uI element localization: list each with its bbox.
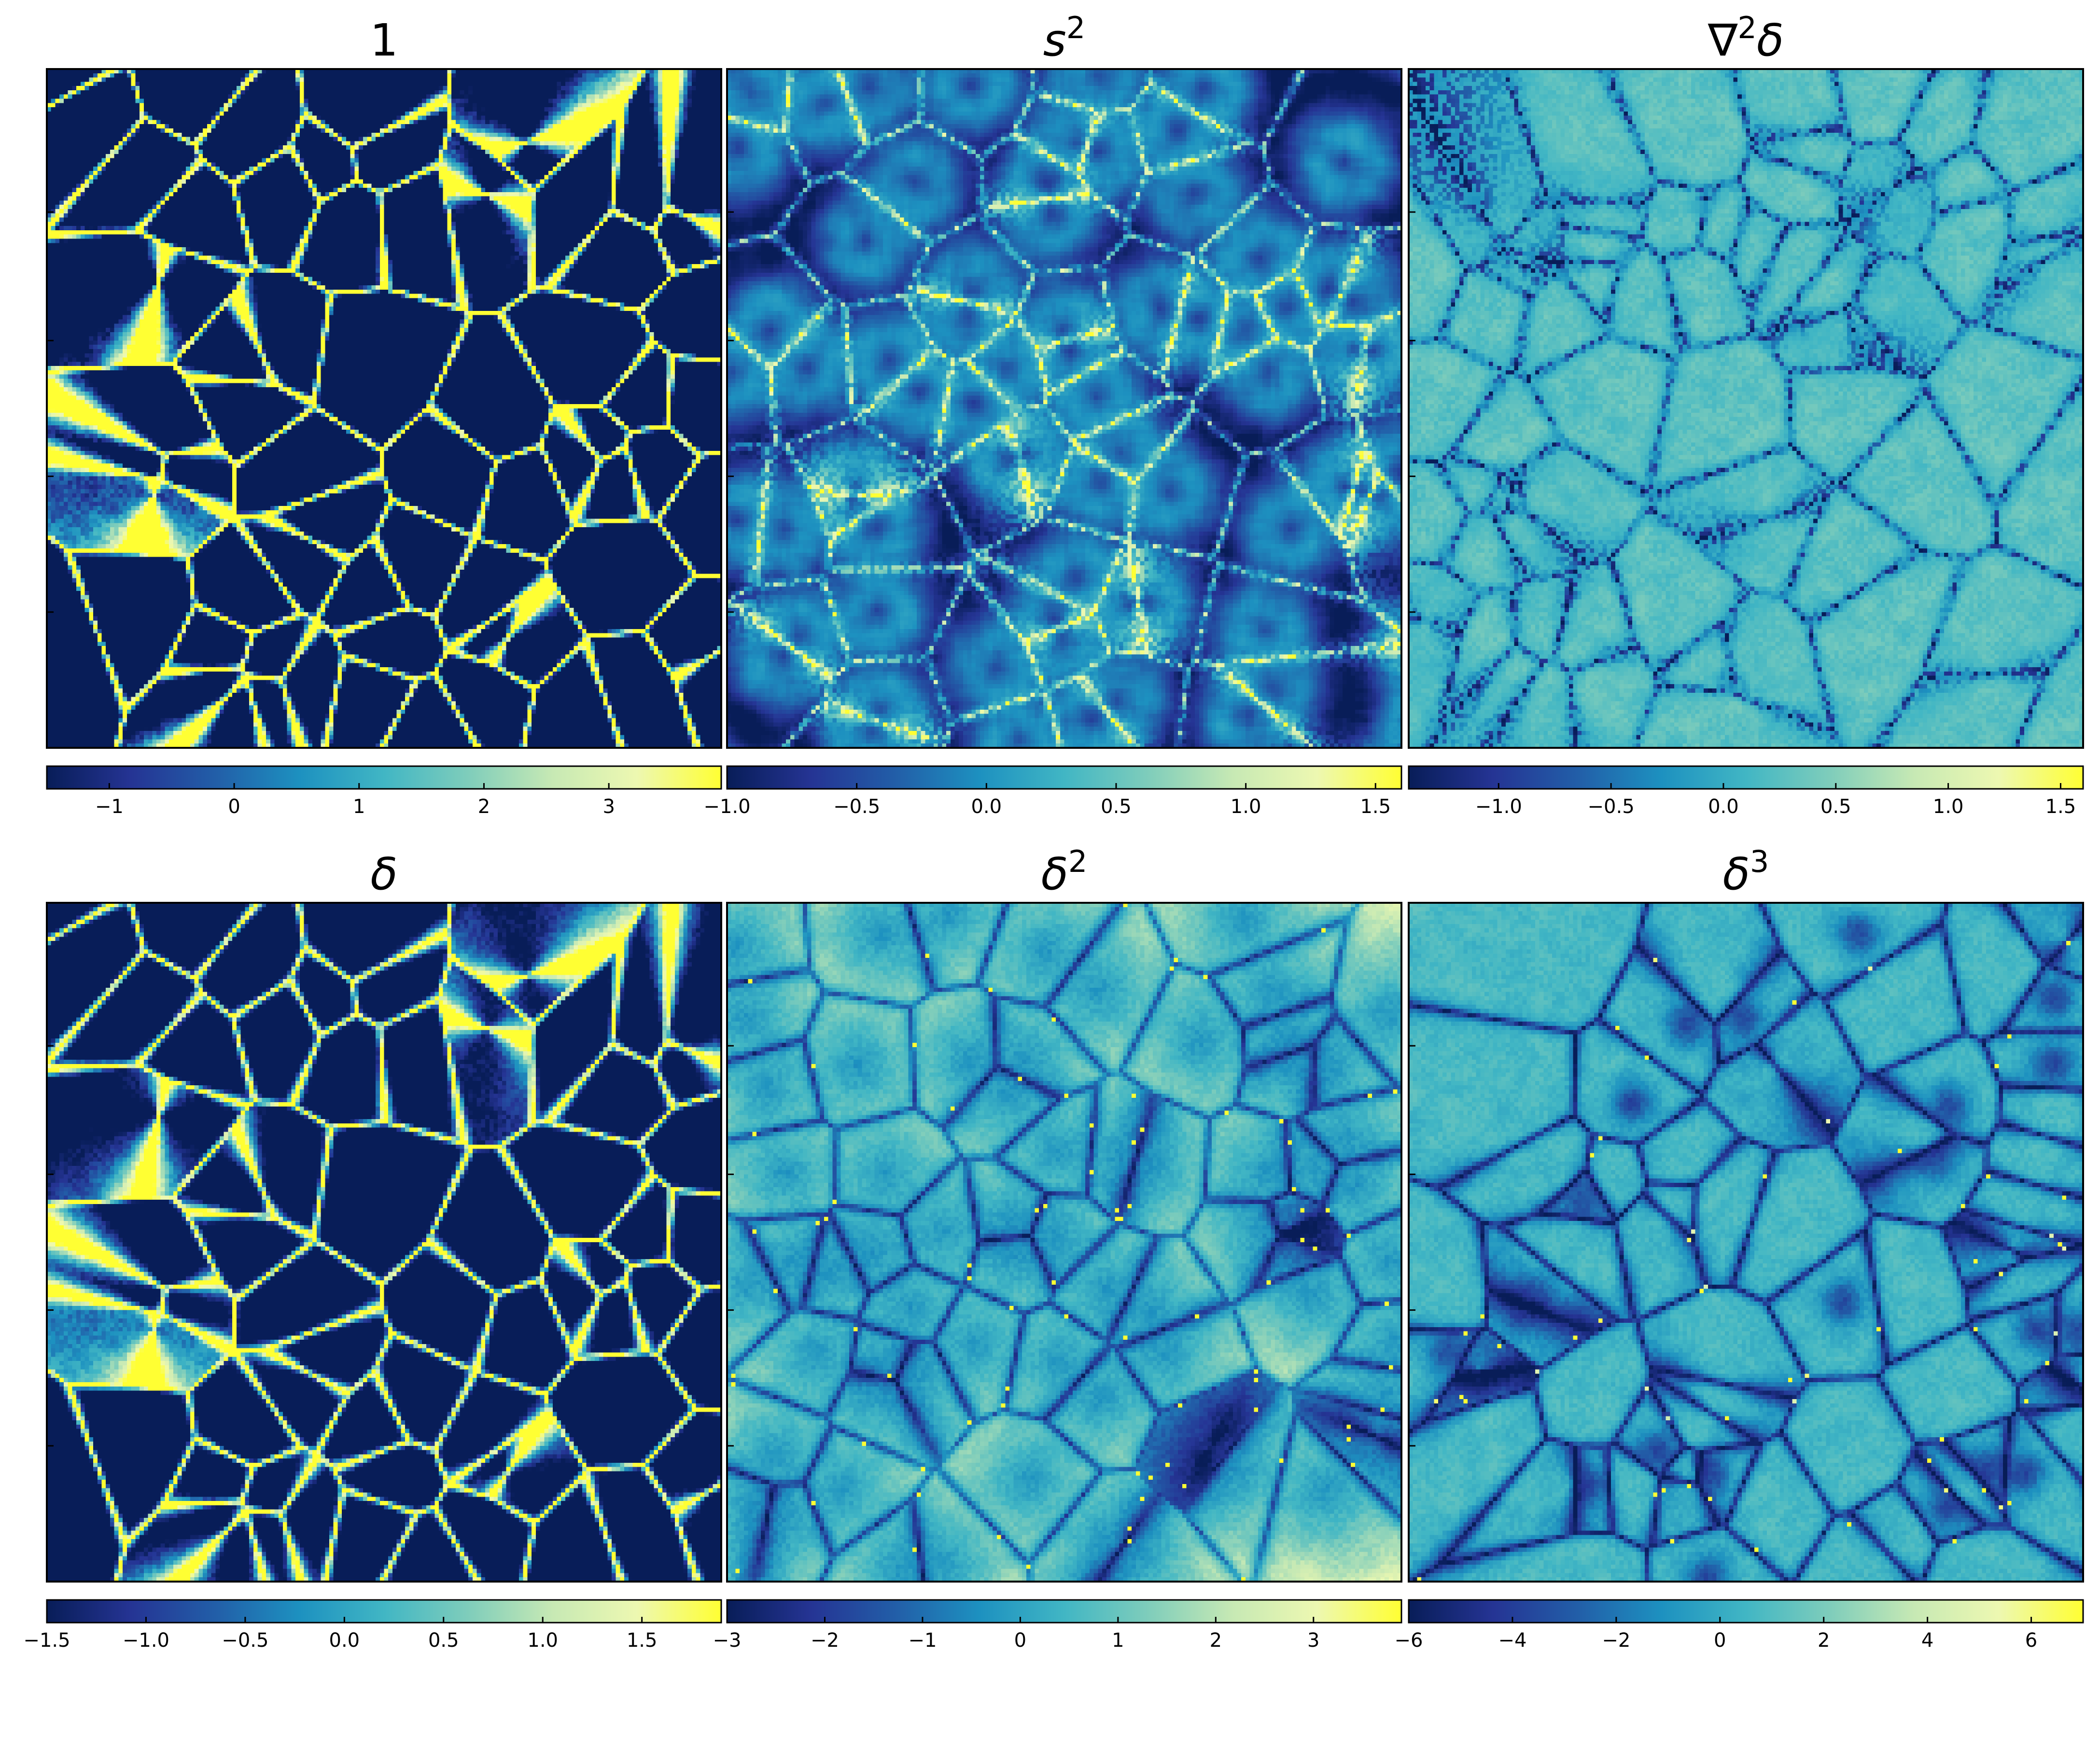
colorbar-frame bbox=[726, 1599, 1402, 1624]
colorbar-frame bbox=[46, 1599, 722, 1624]
colorbar-tick-label: −1 bbox=[908, 1629, 937, 1652]
colorbar-gradient bbox=[47, 766, 721, 789]
colorbar-tick-label: −1 bbox=[95, 796, 124, 818]
colorbar-tick-label: 1 bbox=[1112, 1629, 1124, 1652]
colorbar-gradient bbox=[727, 1600, 1401, 1623]
panel-6: δ3 −6 −4 −2 0 2 4 6 bbox=[1395, 844, 2084, 1652]
colorbar: −1 0 1 2 3 bbox=[46, 765, 722, 818]
panel-frame bbox=[46, 902, 722, 1583]
colorbar-frame bbox=[46, 765, 722, 790]
colorbar-gradient bbox=[1409, 1600, 2083, 1623]
colorbar-tick-label: 2 bbox=[1210, 1629, 1222, 1652]
panel-title: δ3 bbox=[1723, 844, 1769, 900]
colorbar: −1.5 −1.0 −0.5 0.0 0.5 1.0 1.5 bbox=[23, 1599, 722, 1652]
heatmap-image bbox=[1409, 69, 2083, 748]
colorbar-tick-label: 1.5 bbox=[1360, 796, 1391, 818]
colorbar-tick-label: −0.5 bbox=[222, 1629, 268, 1652]
colorbar-tick-label: 0.0 bbox=[971, 796, 1002, 818]
colorbar-gradient bbox=[47, 1600, 721, 1623]
colorbar-tick-label: 0.5 bbox=[1101, 796, 1132, 818]
colorbar-tick-label: 0.5 bbox=[428, 1629, 459, 1652]
colorbar: −1.0 −0.5 0.0 0.5 1.0 1.5 bbox=[1408, 765, 2084, 818]
colorbar-tick-label: 0 bbox=[1714, 1629, 1726, 1652]
colorbar-tick-label: −2 bbox=[1602, 1629, 1630, 1652]
colorbar-tick-label: −1.0 bbox=[123, 1629, 169, 1652]
panel-title: δ bbox=[370, 848, 397, 900]
colorbar-tick-label: 1.0 bbox=[1231, 796, 1261, 818]
panel-frame bbox=[726, 902, 1402, 1583]
colorbar-tick-label: 6 bbox=[2025, 1629, 2037, 1652]
colorbar-tick-label: 0 bbox=[228, 796, 240, 818]
colorbar-tick-label: 1.5 bbox=[2045, 796, 2076, 818]
panel-frame bbox=[1408, 68, 2084, 749]
heatmap-image bbox=[727, 903, 1401, 1582]
colorbar: −3 −2 −1 0 1 2 3 bbox=[713, 1599, 1402, 1652]
panel-3: ∇2δ −1.0 −0.5 0.0 0.5 1.0 1.5 bbox=[1408, 10, 2084, 818]
colorbar-tick-label: 1 bbox=[353, 796, 365, 818]
colorbar-tick-label: 3 bbox=[1307, 1629, 1319, 1652]
heatmap-image bbox=[727, 69, 1401, 748]
panel-title: ∇2δ bbox=[1708, 10, 1784, 67]
colorbar-gradient bbox=[1409, 766, 2083, 789]
colorbar-tick-label: −1.0 bbox=[703, 796, 750, 818]
colorbar: −1.0 −0.5 0.0 0.5 1.0 1.5 bbox=[703, 765, 1402, 818]
panel-frame bbox=[46, 68, 722, 749]
colorbar-gradient bbox=[727, 766, 1401, 789]
colorbar-frame bbox=[1408, 765, 2084, 790]
colorbar-frame bbox=[1408, 1599, 2084, 1624]
colorbar-tick-label: −0.5 bbox=[1588, 796, 1635, 818]
colorbar-tick-label: 4 bbox=[1921, 1629, 1933, 1652]
colorbar-tick-label: 1.5 bbox=[627, 1629, 658, 1652]
colorbar-tick-label: 2 bbox=[478, 796, 490, 818]
panel-frame bbox=[726, 68, 1402, 749]
heatmap-image bbox=[1409, 903, 2083, 1582]
colorbar-tick-label: −6 bbox=[1395, 1629, 1423, 1652]
colorbar-frame bbox=[726, 765, 1402, 790]
colorbar-tick-label: −0.5 bbox=[833, 796, 880, 818]
colorbar-tick-label: 0.5 bbox=[1820, 796, 1851, 818]
panel-title: s2 bbox=[1043, 10, 1085, 67]
panel-1: 1 −1 0 1 2 3 bbox=[46, 14, 722, 818]
colorbar-tick-label: 2 bbox=[1818, 1629, 1830, 1652]
panel-5: δ2 −3 −2 −1 0 1 2 3 bbox=[713, 844, 1402, 1652]
panel-title: δ2 bbox=[1041, 844, 1088, 900]
panel-4: δ −1.5 −1.0 −0.5 0.0 0.5 1.0 1.5 bbox=[23, 848, 722, 1652]
colorbar-tick-label: −3 bbox=[713, 1629, 742, 1652]
colorbar-tick-label: −1.0 bbox=[1475, 796, 1522, 818]
heatmap-image bbox=[47, 903, 721, 1582]
panel-frame bbox=[1408, 902, 2084, 1583]
colorbar-tick-label: −4 bbox=[1498, 1629, 1526, 1652]
colorbar-tick-label: −2 bbox=[811, 1629, 839, 1652]
colorbar-tick-label: 1.0 bbox=[1933, 796, 1964, 818]
colorbar-tick-label: −1.5 bbox=[23, 1629, 70, 1652]
colorbar-tick-label: 1.0 bbox=[527, 1629, 558, 1652]
heatmap-image bbox=[47, 69, 721, 748]
colorbar-tick-label: 0.0 bbox=[329, 1629, 360, 1652]
panel-2: s2 −1.0 −0.5 0.0 0.5 1.0 1.5 bbox=[703, 10, 1402, 818]
panel-title: 1 bbox=[370, 14, 398, 66]
colorbar: −6 −4 −2 0 2 4 6 bbox=[1395, 1599, 2084, 1652]
colorbar-tick-label: 3 bbox=[602, 796, 615, 818]
colorbar-tick-label: 0.0 bbox=[1708, 796, 1739, 818]
colorbar-tick-label: 0 bbox=[1014, 1629, 1026, 1652]
